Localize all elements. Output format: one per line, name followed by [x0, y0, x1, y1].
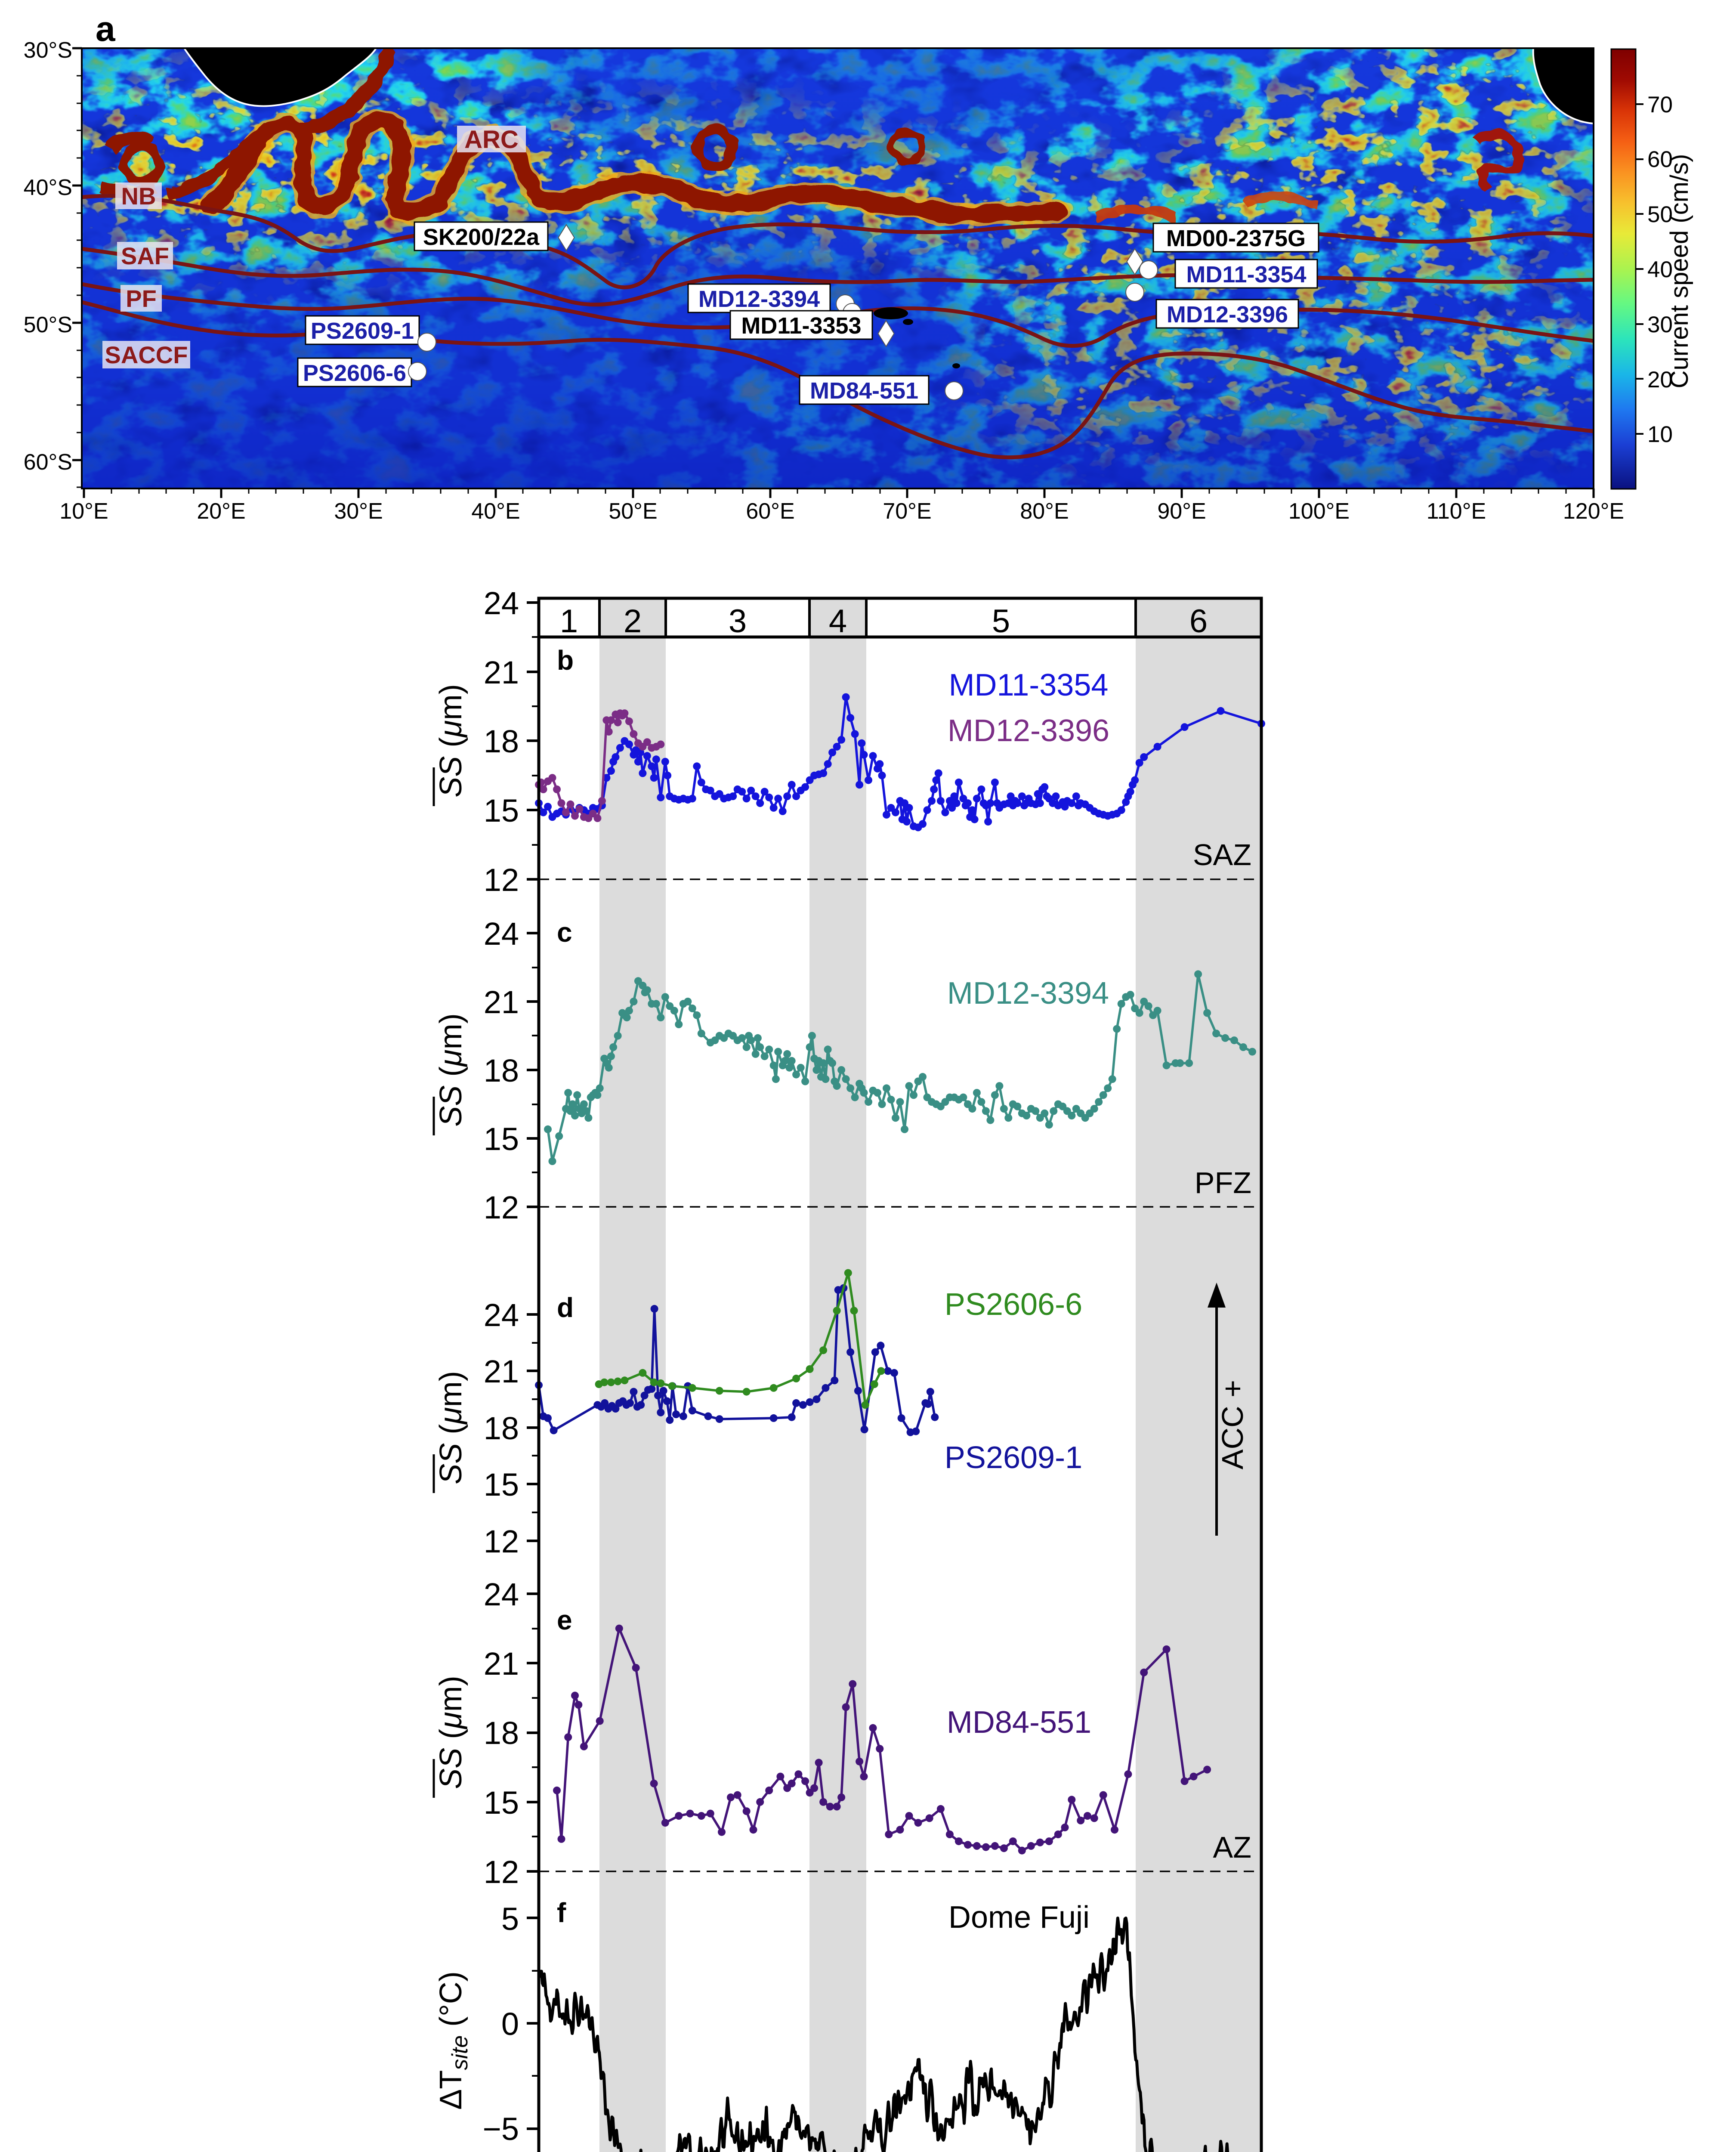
- svg-text:24: 24: [484, 585, 519, 621]
- svg-text:MD12-3394: MD12-3394: [947, 976, 1109, 1011]
- svg-text:6: 6: [1189, 603, 1208, 640]
- svg-text:21: 21: [484, 1646, 519, 1682]
- svg-text:50°S: 50°S: [24, 312, 72, 337]
- svg-text:50: 50: [1647, 202, 1673, 227]
- svg-text:ACC +: ACC +: [1216, 1380, 1249, 1469]
- svg-text:12: 12: [484, 1190, 519, 1225]
- svg-text:15: 15: [484, 1785, 519, 1821]
- svg-text:e: e: [557, 1605, 572, 1636]
- svg-text:15: 15: [484, 1467, 519, 1503]
- svg-text:18: 18: [484, 1053, 519, 1088]
- svg-text:0: 0: [501, 2006, 519, 2042]
- svg-text:SS (μm): SS (μm): [434, 1371, 468, 1484]
- svg-text:12: 12: [484, 862, 519, 898]
- svg-text:a: a: [96, 9, 116, 49]
- svg-text:10: 10: [1647, 422, 1673, 447]
- svg-text:SS (μm): SS (μm): [434, 684, 468, 797]
- svg-text:50°E: 50°E: [609, 499, 657, 524]
- svg-text:SAZ: SAZ: [1193, 838, 1251, 872]
- svg-text:Current speed (cm/s): Current speed (cm/s): [1665, 154, 1693, 389]
- svg-text:2: 2: [624, 603, 642, 640]
- svg-text:18: 18: [484, 1715, 519, 1751]
- svg-text:ARC: ARC: [464, 126, 519, 154]
- svg-text:MD12-3396: MD12-3396: [1167, 302, 1288, 328]
- svg-text:1: 1: [560, 603, 578, 640]
- svg-text:MD11-3354: MD11-3354: [949, 668, 1109, 702]
- svg-text:PFZ: PFZ: [1195, 1166, 1251, 1200]
- svg-text:MD84-551: MD84-551: [810, 378, 918, 404]
- svg-text:f: f: [557, 1897, 566, 1928]
- svg-text:Dome Fuji: Dome Fuji: [948, 1900, 1090, 1935]
- svg-text:b: b: [557, 645, 574, 676]
- svg-text:4: 4: [829, 603, 847, 640]
- svg-text:SK200/22a: SK200/22a: [423, 224, 540, 250]
- svg-text:MD12-3394: MD12-3394: [698, 286, 820, 312]
- svg-text:d: d: [557, 1292, 574, 1323]
- svg-text:21: 21: [484, 655, 519, 690]
- svg-text:MD00-2375G: MD00-2375G: [1166, 226, 1306, 251]
- svg-text:SS (μm): SS (μm): [434, 1676, 468, 1789]
- svg-text:SACCF: SACCF: [105, 341, 188, 368]
- svg-text:12: 12: [484, 1854, 519, 1890]
- svg-text:30°S: 30°S: [24, 38, 72, 63]
- svg-text:SS (μm): SS (μm): [434, 1013, 468, 1126]
- svg-text:21: 21: [484, 1354, 519, 1389]
- svg-text:120°E: 120°E: [1563, 499, 1624, 524]
- svg-text:MD12-3396: MD12-3396: [948, 714, 1109, 748]
- svg-text:70: 70: [1647, 92, 1673, 117]
- svg-text:PS2606-6: PS2606-6: [945, 1287, 1082, 1322]
- svg-text:MD11-3354: MD11-3354: [1186, 262, 1306, 288]
- svg-text:90°E: 90°E: [1157, 499, 1206, 524]
- svg-text:SAF: SAF: [121, 242, 169, 269]
- svg-text:20°E: 20°E: [197, 499, 245, 524]
- svg-text:5: 5: [992, 603, 1010, 640]
- svg-text:10°E: 10°E: [59, 499, 108, 524]
- svg-text:−5: −5: [483, 2111, 519, 2147]
- svg-text:PS2609-1: PS2609-1: [945, 1441, 1082, 1475]
- svg-text:18: 18: [484, 724, 519, 759]
- svg-text:70°E: 70°E: [883, 499, 931, 524]
- svg-text:21: 21: [484, 984, 519, 1020]
- svg-text:PS2606-6: PS2606-6: [303, 360, 406, 386]
- svg-text:AZ: AZ: [1213, 1830, 1251, 1864]
- svg-text:110°E: 110°E: [1427, 499, 1486, 524]
- svg-text:20: 20: [1647, 367, 1673, 393]
- svg-text:30: 30: [1647, 312, 1673, 337]
- svg-text:80°E: 80°E: [1020, 499, 1069, 524]
- svg-text:MD84-551: MD84-551: [947, 1705, 1091, 1740]
- svg-text:60: 60: [1647, 147, 1673, 172]
- svg-text:15: 15: [484, 793, 519, 829]
- svg-text:40°S: 40°S: [24, 175, 72, 200]
- svg-text:40: 40: [1647, 257, 1673, 282]
- svg-text:18: 18: [484, 1410, 519, 1446]
- svg-text:24: 24: [484, 1577, 519, 1612]
- svg-text:MD11-3353: MD11-3353: [741, 313, 861, 339]
- svg-text:24: 24: [484, 1297, 519, 1333]
- svg-text:60°E: 60°E: [746, 499, 794, 524]
- svg-text:100°E: 100°E: [1288, 499, 1350, 524]
- svg-text:3: 3: [729, 603, 747, 640]
- svg-text:24: 24: [484, 916, 519, 952]
- svg-text:12: 12: [484, 1524, 519, 1559]
- svg-text:15: 15: [484, 1121, 519, 1157]
- svg-text:c: c: [557, 917, 572, 948]
- svg-text:ΔTsite (°C): ΔTsite (°C): [434, 1971, 473, 2110]
- svg-text:PS2609-1: PS2609-1: [311, 318, 414, 344]
- svg-text:PF: PF: [126, 285, 157, 312]
- svg-text:40°E: 40°E: [471, 499, 520, 524]
- svg-text:5: 5: [501, 1901, 519, 1937]
- svg-text:30°E: 30°E: [334, 499, 383, 524]
- svg-text:60°S: 60°S: [24, 450, 72, 475]
- svg-text:NB: NB: [121, 182, 156, 210]
